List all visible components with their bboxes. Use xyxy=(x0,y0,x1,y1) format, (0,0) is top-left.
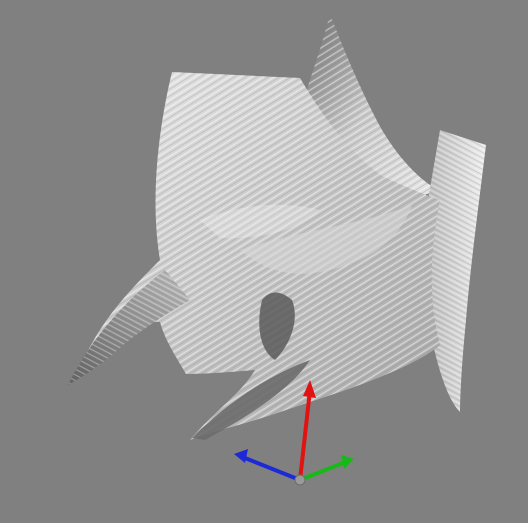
axes-gizmo[interactable] xyxy=(234,380,354,486)
y-axis-arrowhead xyxy=(303,380,316,398)
x-axis-arrowhead xyxy=(234,449,248,463)
surface-ridge-bottom xyxy=(192,360,310,440)
surface-fold-shadow xyxy=(200,204,412,360)
z-axis-arrow xyxy=(298,461,345,482)
surface-spike-top xyxy=(300,14,438,200)
z-axis-arrowhead xyxy=(341,455,354,469)
gizmo-origin xyxy=(294,474,306,486)
y-axis-arrow xyxy=(298,388,312,482)
x-axis-arrow xyxy=(243,456,302,482)
surface-flap-left xyxy=(68,270,190,385)
